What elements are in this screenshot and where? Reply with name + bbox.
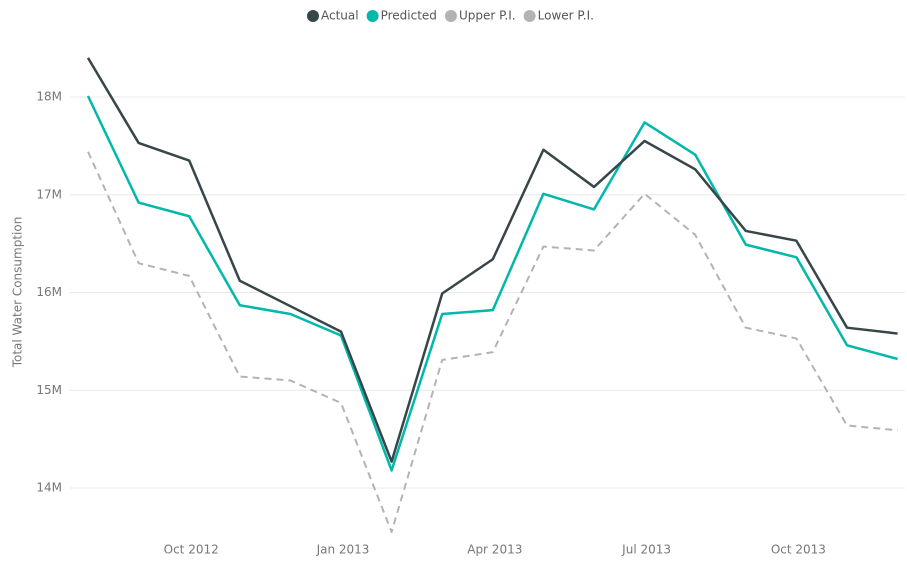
x-tick-label: Jan 2013 [316, 543, 370, 557]
legend-label: Lower P.I. [538, 9, 594, 23]
y-tick-label: 14M [36, 481, 62, 495]
legend: Actual Predicted Upper P.I. Lower P.I. [307, 9, 594, 23]
legend-label: Upper P.I. [459, 9, 516, 23]
legend-label: Predicted [381, 9, 437, 23]
legend-marker [307, 10, 319, 22]
legend-label: Actual [321, 9, 359, 23]
y-tick-label: 15M [36, 383, 62, 397]
legend-marker [523, 10, 536, 22]
series-line [87, 95, 898, 472]
x-tick-label: Oct 2012 [164, 543, 219, 557]
series-line [86, 95, 898, 472]
series-line [86, 57, 898, 463]
legend-marker [366, 10, 379, 22]
y-tick-label: 17M [36, 187, 62, 201]
legend-marker [444, 10, 457, 22]
y-axis-label: Total Water Consumption [11, 217, 25, 369]
y-tick-label: 16M [36, 285, 62, 299]
series-line [87, 151, 898, 533]
x-tick-label: Apr 2013 [467, 543, 522, 557]
y-tick-label: 18M [36, 90, 62, 104]
x-tick-label: Jul 2013 [621, 543, 671, 557]
x-tick-label: Oct 2013 [771, 543, 826, 557]
